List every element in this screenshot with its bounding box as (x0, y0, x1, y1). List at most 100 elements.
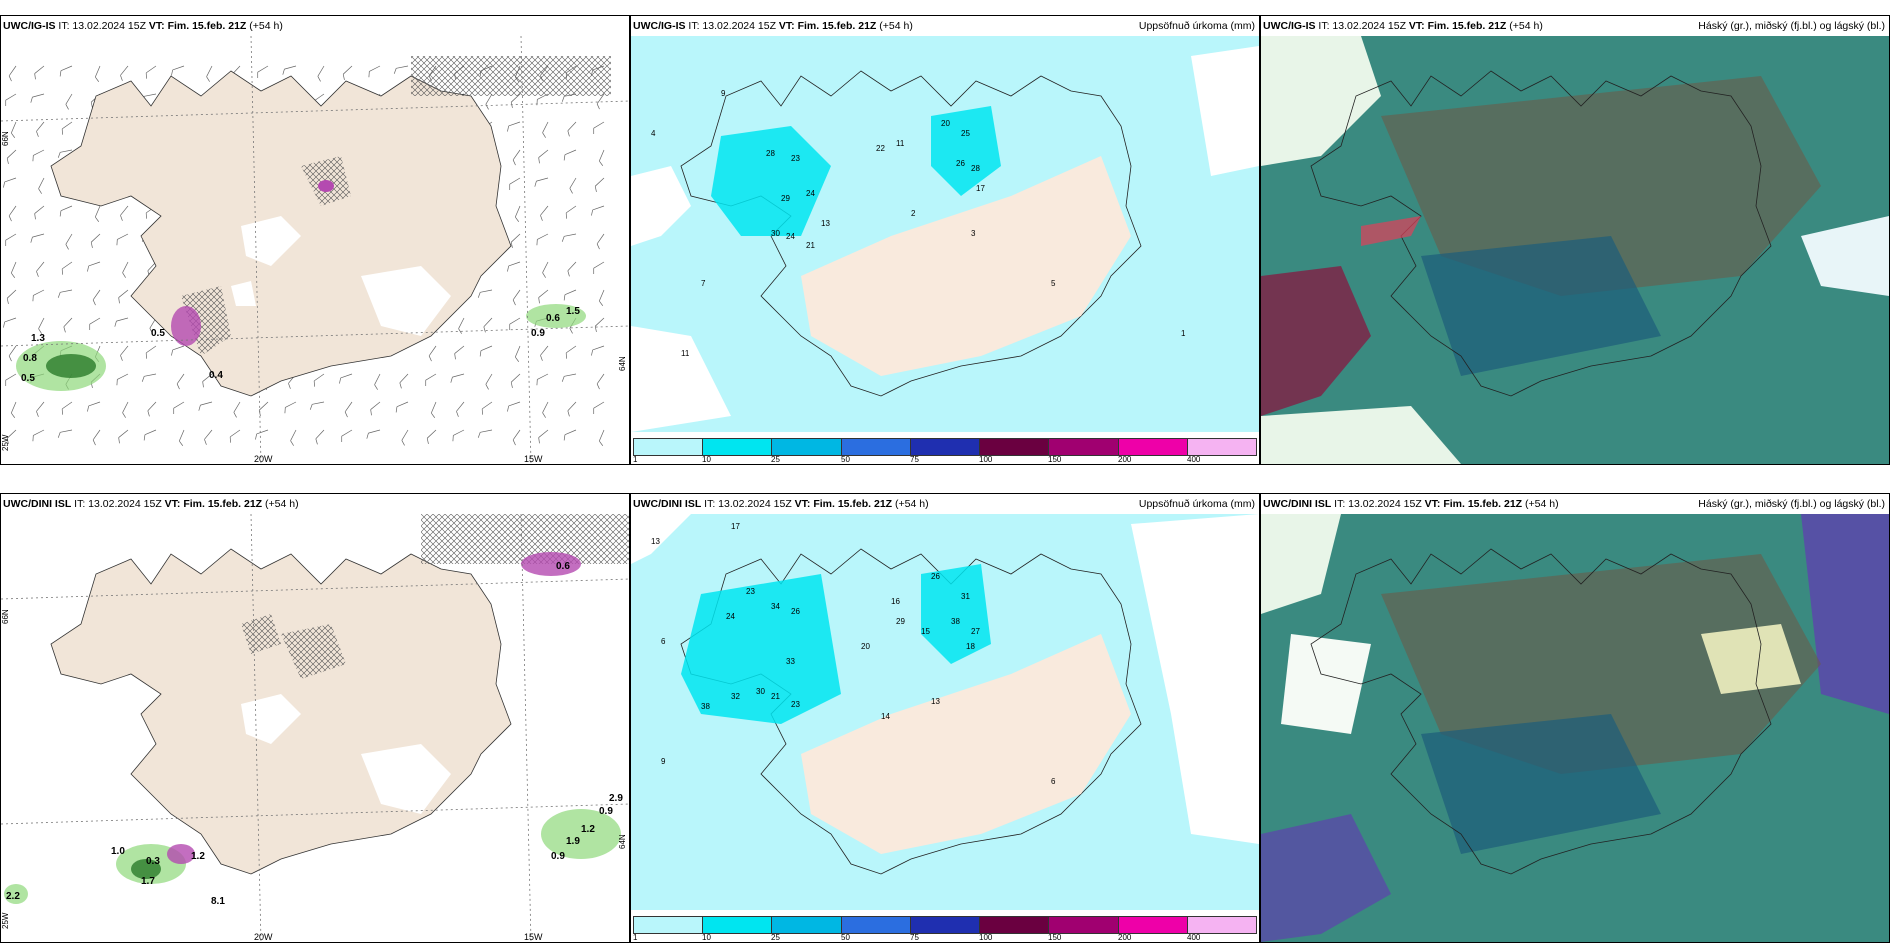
wind-barb (89, 317, 101, 331)
wind-barb (485, 373, 493, 390)
value-label: 30 (756, 687, 765, 696)
wind-barb (57, 429, 73, 438)
wind-barb (143, 429, 157, 441)
wind-barb (510, 373, 521, 388)
wind-barb (538, 429, 549, 444)
wind-precip-map[interactable]: 1.0 0.3 1.2 1.7 2.2 8.1 0.9 1.9 1.2 0.9 … (1, 514, 629, 942)
cloud-map[interactable] (1261, 514, 1889, 942)
wind-barb (141, 373, 157, 382)
value-label: 0.9 (599, 806, 613, 817)
panel-igis-wind: UWC/IG-IS IT: 13.02.2024 15Z VT: Fim. 15… (0, 15, 630, 465)
product-label: Uppsöfnuð úrkoma (mm) (1138, 498, 1255, 510)
wind-barb (507, 401, 521, 412)
wind-barb (567, 261, 577, 277)
wind-barb (5, 233, 17, 247)
wind-barb (122, 261, 129, 278)
wind-barb (202, 373, 213, 388)
wind-barb (507, 261, 521, 272)
wind-barb (598, 289, 605, 306)
wind-barb (509, 177, 521, 191)
cloud-map[interactable] (1261, 36, 1889, 464)
colorbar-label: 50 (841, 933, 850, 942)
value-label: 29 (896, 617, 905, 626)
wind-barb (510, 233, 521, 248)
wind-barb (594, 317, 605, 332)
panel-header: UWC/DINI ISL IT: 13.02.2024 15Z VT: Fim.… (1, 494, 629, 514)
wind-barb (5, 373, 17, 387)
value-label: 24 (726, 612, 735, 621)
value-label: 9 (661, 757, 666, 766)
colorbar-segment (910, 439, 981, 455)
lon-label-15w: 15W (524, 454, 543, 464)
wind-barb (61, 401, 73, 415)
precip-map[interactable]: 28 23 29 24 30 24 21 13 22 26 28 25 20 1… (631, 36, 1259, 464)
lon-label-20w: 20W (254, 932, 273, 942)
wind-barb (450, 373, 465, 383)
wind-barb (591, 205, 605, 216)
wind-barb (116, 233, 129, 246)
value-label: 14 (881, 712, 890, 721)
value-label: 27 (971, 627, 980, 636)
map-canvas: 0.5 0.8 0.5 1.3 0.9 0.6 1.5 0.4 (1, 36, 629, 464)
value-label: 0.3 (146, 856, 160, 867)
wind-barb (509, 317, 521, 331)
wind-barb (510, 93, 521, 108)
value-label: 2 (911, 209, 916, 218)
wind-barb (512, 149, 521, 166)
wind-barb (178, 429, 185, 446)
wind-barb (206, 65, 213, 82)
product-label: Háský (gr.), miðský (fj.bl.) og lágský (… (1698, 498, 1885, 510)
wind-barb (3, 177, 17, 188)
precip-map[interactable]: 17 13 23 34 26 24 33 21 23 38 32 30 26 2… (631, 514, 1259, 942)
wind-barb (309, 401, 325, 410)
value-label: 7 (701, 279, 706, 288)
value-label: 23 (791, 700, 800, 709)
panel-header: UWC/IG-IS IT: 13.02.2024 15Z VT: Fim. 15… (1261, 16, 1889, 36)
map-canvas: 1.0 0.3 1.2 1.7 2.2 8.1 0.9 1.9 1.2 0.9 … (1, 514, 629, 942)
wind-barb (204, 429, 213, 445)
wind-barb (430, 401, 437, 418)
model-name: UWC/IG-IS (1263, 20, 1316, 32)
colorbar-segment (634, 917, 704, 933)
wind-barb (120, 205, 129, 221)
wind-barb (30, 233, 45, 243)
wind-barb (395, 401, 409, 413)
lead-time: (+54 h) (1522, 498, 1559, 510)
wind-barb (233, 401, 241, 418)
lat-label-64n: 64N (618, 834, 627, 849)
colorbar-label: 200 (1118, 455, 1132, 464)
wind-barb (118, 429, 129, 444)
wind-barb (6, 149, 17, 164)
wind-precip-map[interactable]: 0.5 0.8 0.5 1.3 0.9 0.6 1.5 0.4 66N 64N … (1, 36, 629, 464)
wind-barb (59, 65, 73, 77)
wind-barb (399, 373, 409, 389)
wind-barb (454, 345, 465, 360)
wind-barb (198, 401, 213, 411)
colorbar-label: 200 (1118, 933, 1132, 942)
wind-barb (32, 289, 45, 302)
wind-barb (593, 261, 605, 275)
wind-barb (57, 289, 73, 298)
map-canvas: 17 13 23 34 26 24 33 21 23 38 32 30 26 2… (631, 514, 1259, 910)
wind-barb (483, 317, 493, 333)
wind-barb (477, 429, 493, 438)
wind-barb (426, 429, 437, 444)
wind-barb (147, 401, 157, 417)
product-label: Háský (gr.), miðský (fj.bl.) og lágský (… (1698, 20, 1885, 32)
value-label: 2.2 (6, 891, 20, 902)
value-label: 26 (931, 572, 940, 581)
wind-barb (477, 289, 493, 298)
value-label: 0.6 (546, 313, 560, 324)
lon-label-20w: 20W (254, 454, 273, 464)
model-name: UWC/IG-IS (633, 20, 686, 32)
wind-barb (65, 93, 73, 110)
value-label: 13 (651, 537, 660, 546)
wind-barb (512, 289, 521, 306)
wind-barb (229, 429, 241, 443)
value-label: 16 (891, 597, 900, 606)
valid-time: VT: Fim. 15.feb. 21Z (1408, 20, 1507, 32)
init-time: IT: 13.02.2024 15Z (701, 498, 795, 510)
value-label: 0.4 (209, 370, 223, 381)
value-label: 6 (661, 637, 666, 646)
colorbar-label: 10 (702, 933, 711, 942)
